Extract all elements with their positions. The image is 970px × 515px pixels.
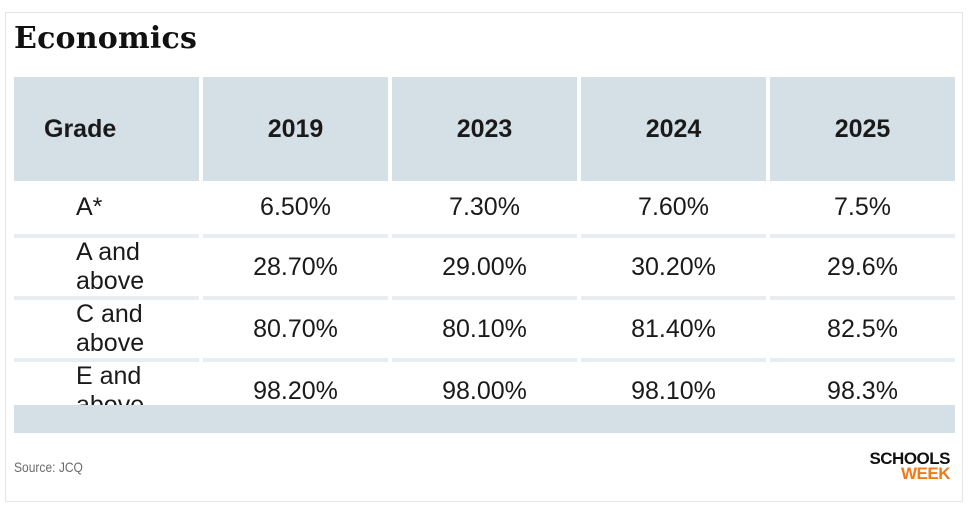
- logo-line-2: WEEK: [901, 464, 951, 483]
- table-container: Grade 2019 2023 2024 2025 A* 6.50% 7.30%…: [14, 77, 955, 420]
- value-cell: 28.70%: [203, 234, 388, 296]
- table-row: C and above 80.70% 80.10% 81.40% 82.5%: [14, 296, 955, 358]
- header-row: Grade 2019 2023 2024 2025: [14, 77, 955, 181]
- value-cell: 7.60%: [581, 181, 766, 234]
- grade-cell: A and above: [14, 234, 199, 296]
- header-2024: 2024: [581, 77, 766, 181]
- header-grade: Grade: [14, 77, 199, 181]
- value-cell: 80.10%: [392, 296, 577, 358]
- header-2023: 2023: [392, 77, 577, 181]
- value-cell: 6.50%: [203, 181, 388, 234]
- value-cell: 7.30%: [392, 181, 577, 234]
- value-cell: 29.6%: [770, 234, 955, 296]
- grade-cell: A*: [14, 181, 199, 234]
- source-note: Source: JCQ: [14, 459, 83, 475]
- chart-title: Economics: [14, 21, 198, 56]
- value-cell: 81.40%: [581, 296, 766, 358]
- logo-line-1: SCHOOLS: [869, 449, 950, 468]
- header-2019: 2019: [203, 77, 388, 181]
- table-row: A and above 28.70% 29.00% 30.20% 29.6%: [14, 234, 955, 296]
- header-2025: 2025: [770, 77, 955, 181]
- value-cell: 7.5%: [770, 181, 955, 234]
- grade-cell: C and above: [14, 296, 199, 358]
- value-cell: 30.20%: [581, 234, 766, 296]
- value-cell: 80.70%: [203, 296, 388, 358]
- value-cell: 82.5%: [770, 296, 955, 358]
- chart-card: Economics Grade 2019 2023 2024 2025 A* 6…: [5, 12, 963, 502]
- table-row: A* 6.50% 7.30% 7.60% 7.5%: [14, 181, 955, 234]
- value-cell: 29.00%: [392, 234, 577, 296]
- schools-week-logo: SCHOOLS WEEK: [860, 449, 951, 483]
- grades-table: Grade 2019 2023 2024 2025 A* 6.50% 7.30%…: [10, 77, 959, 420]
- table-footer-band: [14, 405, 955, 433]
